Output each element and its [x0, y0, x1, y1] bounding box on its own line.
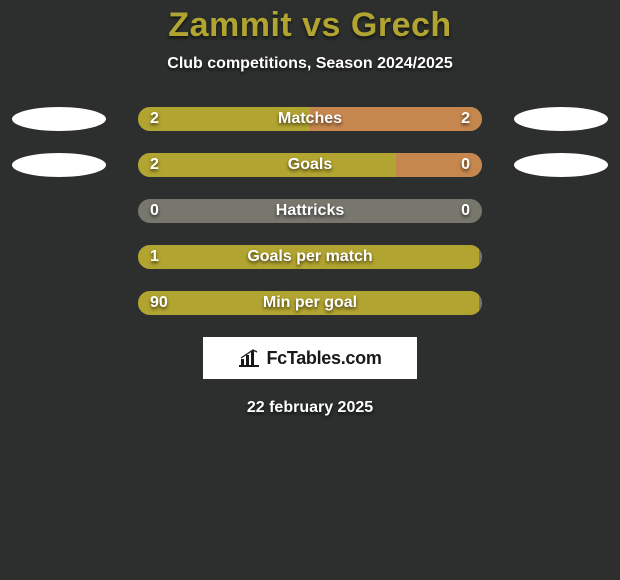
stat-value-left: 0	[150, 202, 159, 220]
season-subtitle: Club competitions, Season 2024/2025	[0, 55, 620, 73]
source-logo: FcTables.com	[203, 337, 417, 379]
stat-row: Matches 2 2	[0, 107, 620, 131]
snapshot-date: 22 february 2025	[0, 399, 620, 417]
player-avatar-left	[12, 107, 106, 131]
stat-value-right: 2	[461, 110, 470, 128]
stat-value-left: 1	[150, 248, 159, 266]
stats-container: Matches 2 2 Goals 2 0 Hattricks 0 0 Goals per mat…	[0, 107, 620, 315]
stat-label: Min per goal	[263, 294, 357, 312]
stat-value-right: 0	[461, 202, 470, 220]
stat-value-left: 2	[150, 156, 159, 174]
stat-row: Hattricks 0 0	[0, 199, 620, 223]
logo-inner: FcTables.com	[238, 348, 381, 369]
bar-chart-icon	[238, 349, 260, 367]
comparison-infographic: Zammit vs Grech Club competitions, Seaso…	[0, 0, 620, 580]
player-avatar-right	[514, 153, 608, 177]
stat-value-right: 0	[461, 156, 470, 174]
stat-row: Goals per match 1	[0, 245, 620, 269]
stat-value-left: 90	[150, 294, 168, 312]
player-avatar-left	[12, 153, 106, 177]
stat-row: Min per goal 90	[0, 291, 620, 315]
page-title: Zammit vs Grech	[0, 6, 620, 45]
stat-row: Goals 2 0	[0, 153, 620, 177]
stat-label: Goals per match	[247, 248, 372, 266]
stat-value-left: 2	[150, 110, 159, 128]
logo-text: FcTables.com	[266, 348, 381, 369]
stat-label: Matches	[278, 110, 342, 128]
stat-label: Hattricks	[276, 202, 344, 220]
stat-label: Goals	[288, 156, 332, 174]
player-avatar-right	[514, 107, 608, 131]
stat-bar-left	[138, 153, 396, 177]
